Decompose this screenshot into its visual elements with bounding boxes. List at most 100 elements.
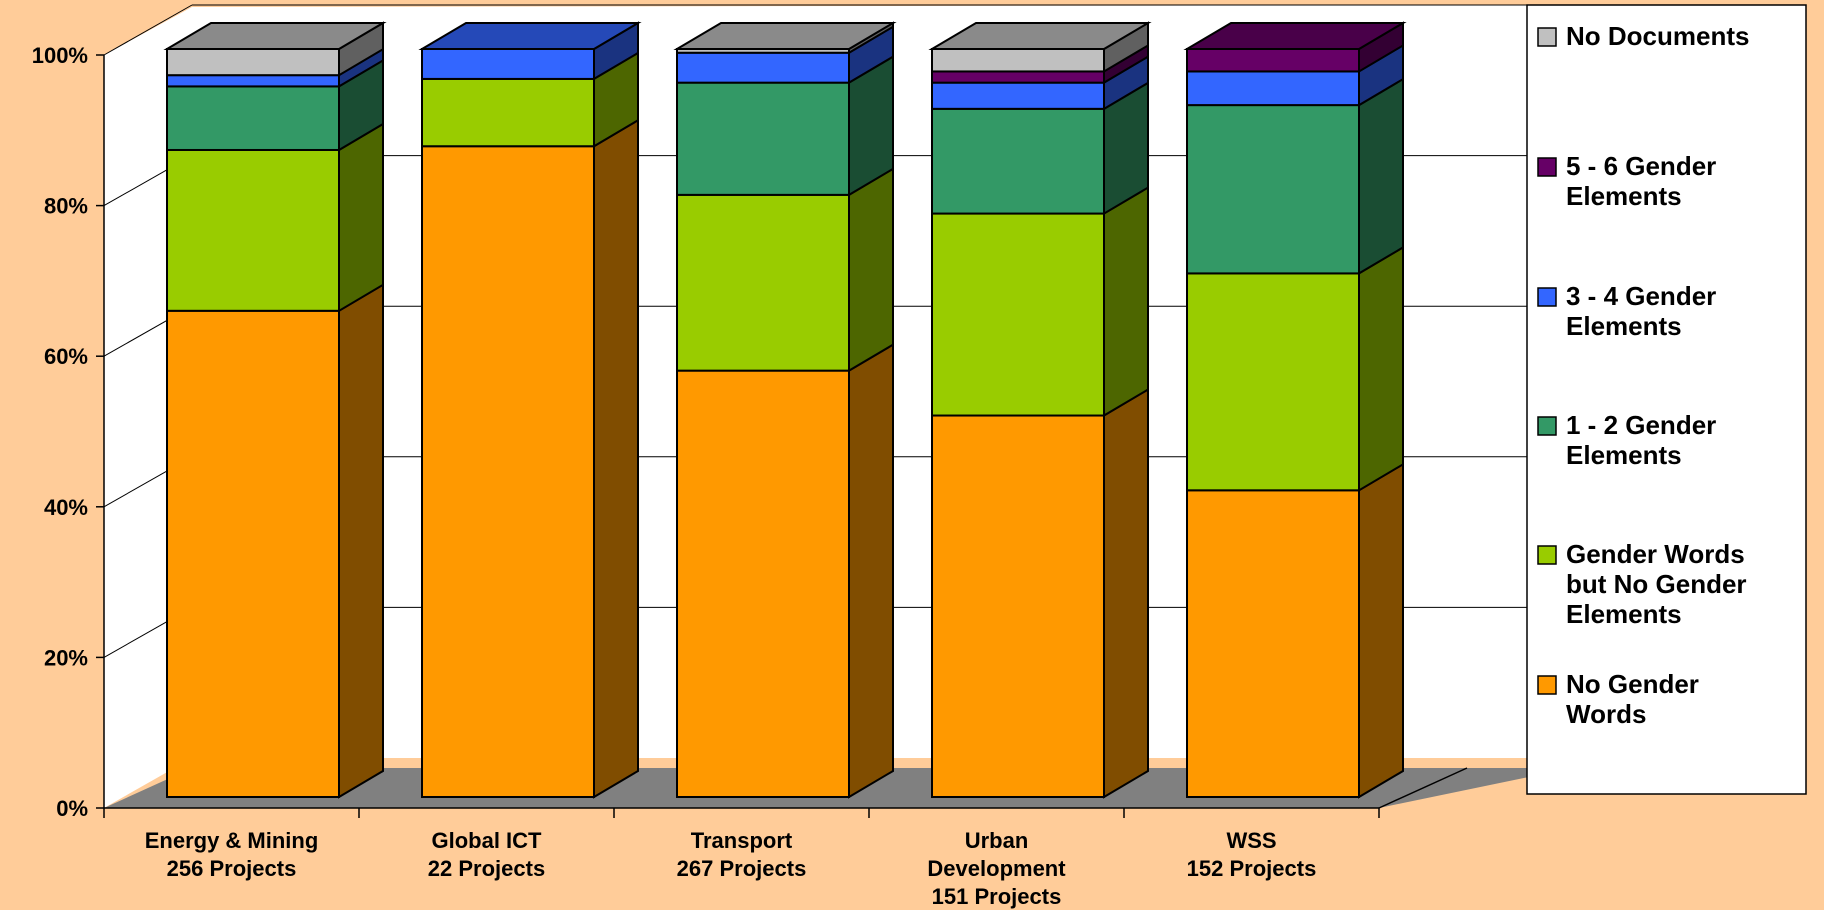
legend-label-line: 5 - 6 Gender (1566, 151, 1716, 181)
bar-face (676, 369, 850, 798)
bar-top (673, 22, 897, 50)
bar-top (928, 22, 1152, 50)
legend-swatch (1537, 157, 1557, 177)
legend-swatch (1537, 287, 1557, 307)
bar-segment (931, 43, 1149, 85)
bars (163, 21, 1407, 799)
legend-label-line: Elements (1566, 181, 1682, 211)
legend-item: Gender Words but No Gender Elements (1537, 539, 1747, 629)
bar-face (931, 212, 1105, 417)
legend-label-line: 3 - 4 Gender (1566, 281, 1716, 311)
bar-segment (676, 167, 894, 373)
bar-side (338, 283, 384, 799)
bar-face (166, 309, 340, 798)
bar-segment (421, 118, 639, 799)
bar-face (931, 70, 1105, 84)
bar-face (421, 77, 595, 148)
bar-side (338, 122, 384, 313)
y-tick-label: 60% (44, 344, 88, 369)
bar-segment (931, 54, 1149, 111)
x-category-label: Urban Development 151 Projects (927, 828, 1066, 909)
y-tick-label: 40% (44, 495, 88, 520)
bar-face (931, 414, 1105, 798)
x-category-label-line: WSS (1226, 828, 1276, 853)
bar-face (1186, 272, 1360, 492)
x-category-label-line: Transport (691, 828, 793, 853)
bar-segment (166, 21, 384, 77)
bar-segment (166, 122, 384, 313)
bar-top (418, 22, 642, 50)
bar-face (1186, 70, 1360, 107)
bar-face (421, 145, 595, 799)
gridline-side (103, 4, 193, 56)
bar-face (166, 74, 340, 88)
bar-face (1186, 489, 1360, 798)
x-category-label-line: 256 Projects (167, 856, 297, 881)
legend-label: No Gender Words (1566, 669, 1699, 729)
bar-face (166, 148, 340, 312)
bar-stack (1183, 21, 1407, 799)
y-tick-label: 0% (56, 796, 88, 821)
x-category-label-line: Development (927, 856, 1066, 881)
bar-segment (931, 185, 1149, 418)
bar-side (848, 167, 894, 373)
bar-stack (163, 21, 387, 799)
bar-side (1358, 245, 1404, 493)
x-category-label: Transport 267 Projects (677, 828, 807, 881)
bar-face (1186, 48, 1360, 73)
axes: 0% 20% 40% 60% 80% 100% Energy & Mining 256 Pro… (32, 43, 1468, 909)
legend-box (1526, 4, 1807, 795)
legend-item: 5 - 6 Gender Elements (1537, 151, 1716, 211)
x-category-label: Energy & Mining 256 Projects (145, 828, 319, 881)
bar-stack (928, 21, 1152, 799)
legend-swatch (1537, 545, 1557, 565)
bar-segment (166, 58, 384, 152)
legend-label-line: Words (1566, 699, 1646, 729)
bar-face (166, 48, 340, 77)
legend-swatch (1537, 416, 1557, 436)
legend-label: 1 - 2 Gender Elements (1566, 410, 1716, 470)
bar-segment (421, 51, 639, 148)
bar-top (163, 22, 387, 50)
bar-face (1186, 104, 1360, 275)
bar-face (676, 51, 850, 84)
bar-segment (676, 24, 894, 85)
bar-side (1358, 462, 1404, 799)
bar-top (1183, 22, 1407, 50)
bar-stack (673, 21, 897, 799)
legend-item: No Gender Words (1537, 669, 1699, 729)
x-category-label: Global ICT 22 Projects (428, 828, 545, 881)
legend-label-line: Elements (1566, 599, 1682, 629)
x-category-label-line: Energy & Mining (145, 828, 319, 853)
bar-side (1103, 387, 1149, 799)
bar-segment (676, 54, 894, 197)
bar-segment (1186, 462, 1404, 799)
legend-item: No Documents (1537, 21, 1749, 51)
x-category-label-line: Urban (965, 828, 1029, 853)
bar-face (421, 48, 595, 80)
floor-edge-line (1378, 767, 1468, 809)
bar-stack (418, 21, 642, 799)
bar-segment (1186, 245, 1404, 493)
bar-face (676, 193, 850, 372)
legend-label: 3 - 4 Gender Elements (1566, 281, 1716, 341)
x-category-label-line: Global ICT (432, 828, 543, 853)
legend-item: 3 - 4 Gender Elements (1537, 281, 1716, 341)
bar-face (931, 107, 1105, 215)
legend-label-line: No Documents (1566, 21, 1749, 51)
bar-segment (1186, 77, 1404, 276)
legend-swatch (1537, 27, 1557, 47)
bar-side (1103, 185, 1149, 418)
bar-segment (676, 342, 894, 799)
legend-label-line: Elements (1566, 440, 1682, 470)
bar-face (931, 81, 1105, 110)
bar-side (593, 118, 639, 799)
legend-item: 1 - 2 Gender Elements (1537, 410, 1716, 470)
x-category-label-line: 151 Projects (932, 884, 1062, 909)
legend-label: 5 - 6 Gender Elements (1566, 151, 1716, 211)
y-tick-label: 20% (44, 645, 88, 670)
x-category-label: WSS 152 Projects (1187, 828, 1317, 881)
